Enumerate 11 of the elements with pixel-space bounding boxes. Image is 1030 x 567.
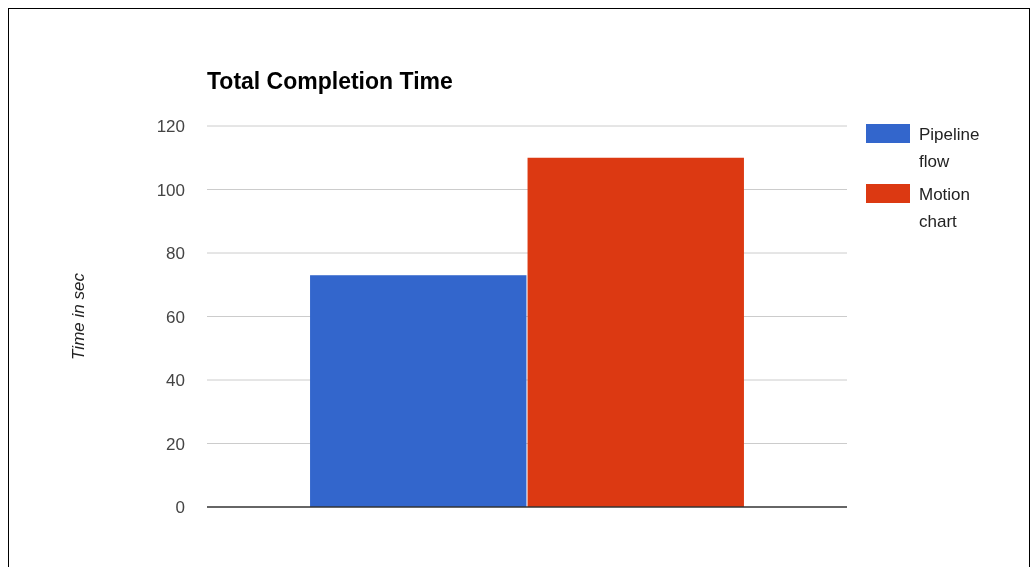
y-tick-label: 0: [175, 498, 185, 517]
y-tick-label: 20: [166, 434, 185, 454]
y-tick-label: 100: [156, 180, 185, 200]
y-tick-label: 60: [166, 307, 185, 327]
y-tick-label: 80: [166, 244, 185, 263]
y-axis-title: Time in sec: [69, 272, 88, 360]
y-tick-label: 120: [156, 117, 185, 136]
legend-label: Pipeline flow: [919, 125, 980, 171]
chart-title: Total Completion Time: [207, 68, 453, 94]
y-tick-label: 40: [166, 371, 185, 390]
legend-label: Motion chart: [919, 185, 971, 231]
